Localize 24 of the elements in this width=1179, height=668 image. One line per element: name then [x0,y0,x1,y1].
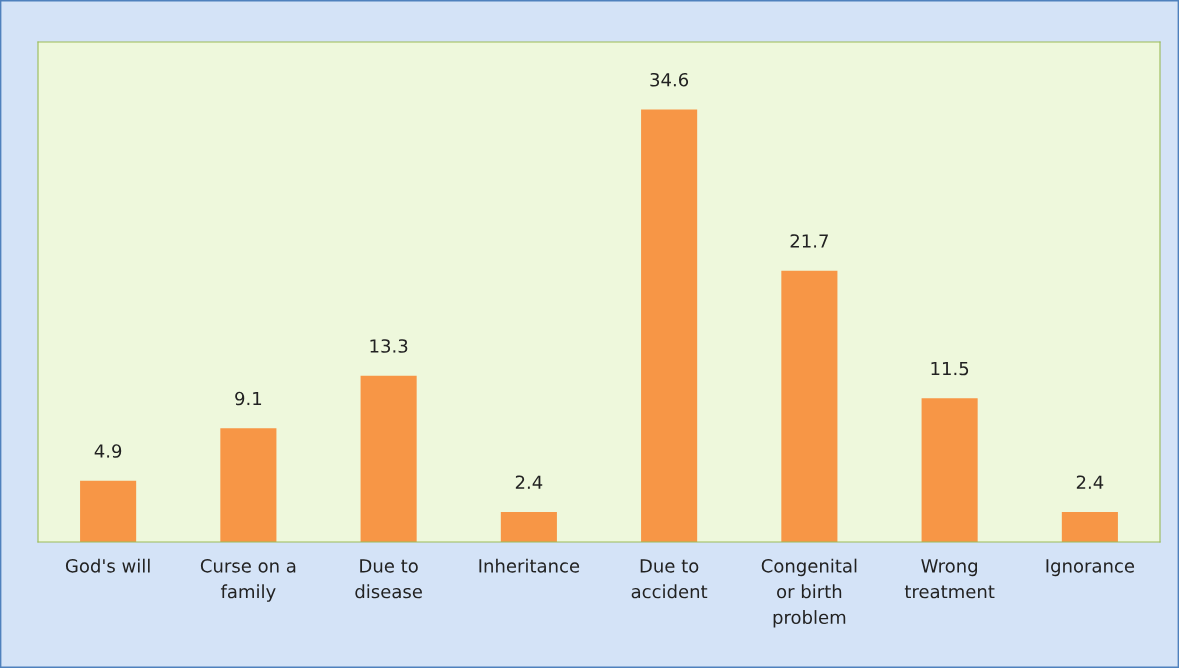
bar [80,480,137,542]
x-tick-label: Due to disease [355,559,422,599]
x-tick-label: Curse on a family [200,558,296,602]
bar [500,512,557,542]
data-label: 11.5 [931,361,969,376]
x-tick-label: Congenital or birth problem [761,558,857,628]
bar [641,109,698,542]
data-label: 2.4 [1076,475,1104,489]
x-tick-label: Ignorance [1046,559,1135,577]
data-label: 4.9 [94,444,122,458]
bar [360,375,417,542]
x-tick-label: Due to accident [631,559,708,599]
x-tick-label: Wrong treatment [904,559,995,599]
data-label: 34.6 [650,72,689,87]
x-tick-label: Inheritance [479,558,580,573]
data-label: 21.7 [790,234,828,248]
x-tick-label: God's will [65,558,150,573]
bar [921,398,978,542]
bar [220,428,277,542]
data-label: 13.3 [370,339,408,353]
data-label: 2.4 [515,475,543,489]
data-label: 9.1 [235,391,262,406]
bar [781,270,838,542]
bar [1061,512,1118,542]
